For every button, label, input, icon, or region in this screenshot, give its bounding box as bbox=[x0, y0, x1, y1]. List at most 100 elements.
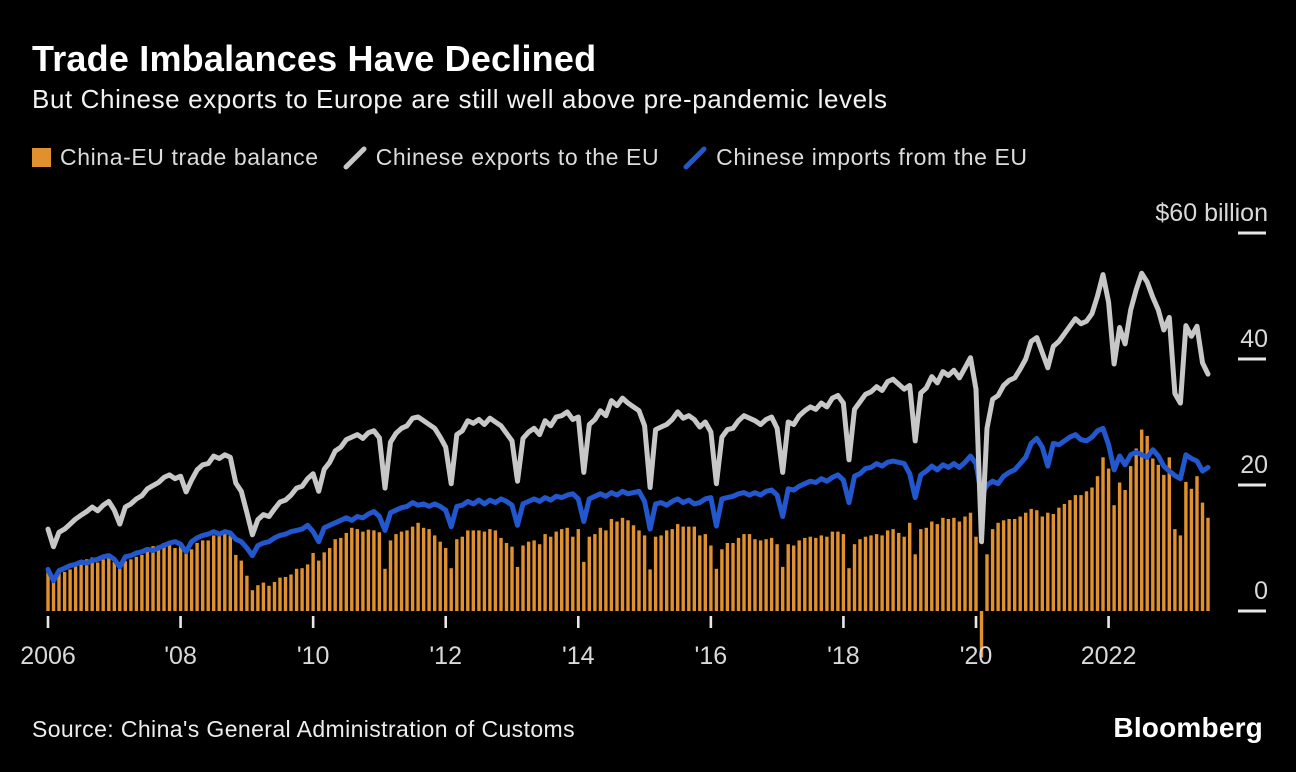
trade-balance-bar bbox=[687, 526, 691, 611]
trade-balance-bar bbox=[554, 531, 558, 611]
trade-balance-bar bbox=[1140, 429, 1144, 611]
trade-balance-bar bbox=[692, 526, 696, 611]
trade-balance-bar bbox=[344, 532, 348, 611]
trade-balance-bar bbox=[576, 529, 580, 611]
trade-balance-bar bbox=[935, 524, 939, 611]
trade-balance-bar bbox=[460, 536, 464, 611]
trade-balance-bar bbox=[941, 517, 945, 611]
trade-balance-bar bbox=[405, 530, 409, 611]
trade-balance-bar bbox=[891, 529, 895, 611]
trade-balance-bar bbox=[582, 561, 586, 611]
balance-swatch-icon bbox=[32, 148, 51, 167]
trade-balance-bar bbox=[300, 568, 304, 611]
trade-balance-bar bbox=[383, 568, 387, 611]
trade-balance-bar bbox=[499, 537, 503, 611]
exports-line-icon bbox=[343, 146, 367, 169]
trade-balance-bar bbox=[388, 540, 393, 611]
trade-balance-bar bbox=[1046, 512, 1050, 611]
trade-balance-bar bbox=[698, 535, 702, 611]
trade-balance-bar bbox=[173, 548, 177, 611]
legend-item-exports: Chinese exports to the EU bbox=[343, 144, 659, 171]
trade-balance-bar bbox=[852, 544, 857, 611]
trade-balance-bar bbox=[1173, 529, 1177, 611]
x-axis-tick-label: '10 bbox=[297, 642, 330, 670]
trade-balance-bar bbox=[85, 559, 89, 611]
trade-balance-bar bbox=[504, 543, 509, 611]
trade-balance-bar bbox=[256, 585, 260, 611]
trade-balance-bar bbox=[294, 568, 299, 611]
y-axis-tick-label: 40 bbox=[1240, 325, 1268, 353]
trade-balance-bar bbox=[571, 536, 575, 611]
trade-balance-bar bbox=[239, 560, 243, 611]
trade-balance-bar bbox=[803, 537, 807, 611]
trade-balance-bar bbox=[742, 534, 746, 611]
trade-balance-bar bbox=[532, 540, 536, 611]
trade-balance-bar bbox=[250, 590, 255, 611]
trade-balance-bar bbox=[328, 548, 332, 611]
trade-balance-bar bbox=[725, 543, 730, 611]
trade-balance-bar bbox=[195, 543, 199, 611]
trade-balance-bar bbox=[62, 571, 67, 611]
x-axis-tick-label: 2006 bbox=[20, 642, 76, 670]
x-axis-tick-label: '18 bbox=[827, 642, 860, 670]
trade-balance-bar bbox=[1084, 491, 1089, 611]
trade-balance-bar bbox=[985, 554, 989, 611]
trade-balance-bar bbox=[73, 565, 78, 611]
trade-balance-bar bbox=[438, 541, 442, 611]
trade-balance-bar bbox=[968, 512, 973, 611]
trade-balance-bar bbox=[1001, 520, 1006, 611]
x-axis-tick-label: 2022 bbox=[1081, 642, 1137, 670]
trade-balance-bar bbox=[642, 535, 647, 611]
trade-balance-bar bbox=[305, 564, 310, 611]
legend-item-balance: China-EU trade balance bbox=[32, 144, 319, 171]
trade-balance-bar bbox=[156, 545, 161, 611]
trade-balance-bar bbox=[515, 566, 520, 611]
trade-balance-bar bbox=[228, 535, 232, 611]
trade-balance-bar bbox=[764, 539, 768, 611]
trade-balance-bar bbox=[637, 530, 641, 611]
x-axis-tick-label: '08 bbox=[164, 642, 197, 670]
trade-balance-bar bbox=[1200, 502, 1205, 611]
trade-balance-bar bbox=[626, 520, 630, 611]
trade-balance-bar bbox=[593, 534, 597, 611]
trade-balance-bar bbox=[433, 535, 437, 611]
trade-balance-bar bbox=[1079, 495, 1083, 611]
trade-balance-bar bbox=[444, 548, 448, 611]
trade-balance-bar bbox=[604, 530, 608, 611]
x-axis-tick-label: '14 bbox=[562, 642, 595, 670]
trade-balance-bar bbox=[1151, 458, 1155, 611]
trade-balance-bar bbox=[96, 562, 100, 611]
trade-balance-bar bbox=[731, 543, 735, 611]
trade-balance-bar bbox=[234, 554, 238, 611]
trade-balance-bar bbox=[786, 544, 790, 611]
trade-balance-bar bbox=[990, 529, 995, 611]
trade-balance-bar bbox=[112, 561, 116, 611]
trade-balance-bar bbox=[167, 543, 172, 611]
trade-balance-bar bbox=[930, 521, 934, 611]
trade-balance-bar bbox=[549, 536, 553, 611]
trade-balance-bar bbox=[1195, 476, 1199, 611]
trade-balance-bar bbox=[775, 544, 779, 611]
trade-balance-bar bbox=[880, 535, 884, 611]
x-axis-tick-label: '16 bbox=[695, 642, 728, 670]
trade-balance-bar bbox=[1013, 519, 1017, 611]
trade-balance-bar bbox=[703, 534, 707, 611]
trade-balance-bar bbox=[836, 531, 840, 611]
trade-balance-bar bbox=[537, 544, 542, 611]
trade-balance-bar bbox=[1129, 466, 1133, 611]
trade-balance-bar bbox=[493, 530, 498, 611]
exports-line bbox=[45, 270, 1211, 550]
trade-balance-bar bbox=[283, 577, 288, 611]
trade-balance-bar bbox=[963, 516, 967, 611]
trade-balance-bar bbox=[897, 532, 901, 611]
imports-marker-line bbox=[683, 146, 707, 169]
trade-balance-bar bbox=[830, 531, 835, 611]
trade-balance-bar bbox=[521, 545, 525, 611]
trade-balance-bar bbox=[1090, 487, 1094, 611]
trade-balance-bar bbox=[245, 575, 249, 611]
trade-balance-bar bbox=[676, 524, 680, 611]
trade-balance-bar bbox=[1035, 510, 1039, 611]
trade-balance-bar bbox=[615, 521, 619, 611]
trade-balance-bar bbox=[1134, 448, 1138, 611]
